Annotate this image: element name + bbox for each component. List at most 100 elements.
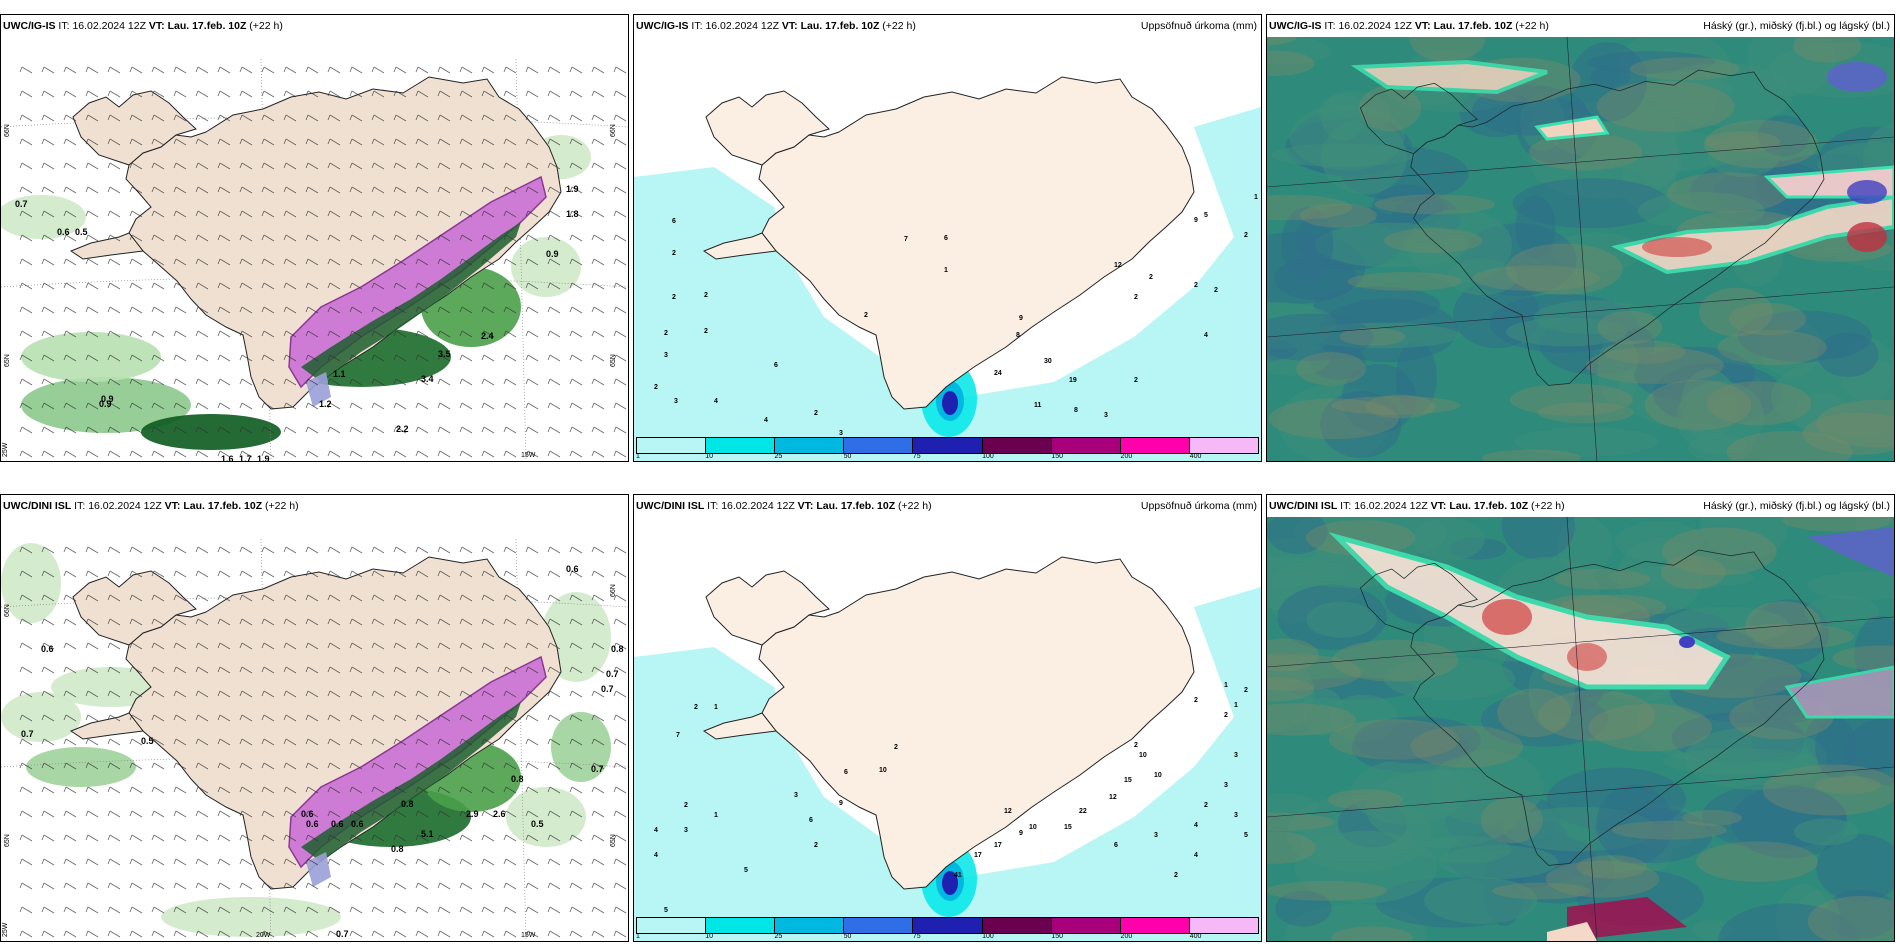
map-panel-wind: UWC/DINI ISL IT: 16.02.2024 12Z VT: Lau.… bbox=[0, 494, 629, 942]
wind-barbs bbox=[19, 66, 627, 458]
value-label: 0.8 bbox=[511, 774, 524, 784]
iceland-outline bbox=[702, 76, 1195, 410]
value-label: 2 bbox=[1134, 294, 1138, 301]
panel-title: UWC/IG-IS IT: 16.02.2024 12Z VT: Lau. 17… bbox=[3, 15, 283, 37]
variable-label: Uppsöfnuð úrkoma (mm) bbox=[1140, 20, 1257, 32]
value-label: 0.6 bbox=[57, 227, 70, 237]
model: UWC/IG-IS bbox=[3, 20, 56, 32]
value-label: 41 bbox=[954, 872, 962, 879]
axis-label: 20W bbox=[256, 932, 271, 939]
map-panel-cloud: UWC/DINI ISL IT: 16.02.2024 12Z VT: Lau.… bbox=[1266, 494, 1895, 942]
value-label: 4 bbox=[654, 827, 658, 834]
colorbar-tick: 75 bbox=[912, 933, 921, 940]
value-label: 1 bbox=[714, 812, 718, 819]
colorbar-swatch bbox=[844, 438, 914, 453]
value-label: 3 bbox=[684, 827, 688, 834]
value-label: 1.9 bbox=[566, 184, 579, 194]
iceland-outline bbox=[1359, 549, 1825, 866]
value-label: 5 bbox=[744, 867, 748, 874]
value-label: 3 bbox=[674, 398, 678, 405]
variable-label: Uppsöfnuð úrkoma (mm) bbox=[1140, 500, 1257, 512]
value-label: 2.9 bbox=[466, 809, 479, 819]
value-label: 0.7 bbox=[21, 729, 34, 739]
value-label: 7 bbox=[904, 236, 908, 243]
value-label: 1.8 bbox=[566, 209, 579, 219]
value-label: 0.7 bbox=[601, 684, 614, 694]
map-panel-precip: UWC/IG-IS IT: 16.02.2024 12Z VT: Lau. 17… bbox=[633, 14, 1262, 462]
lead: (+22 h) bbox=[882, 20, 916, 32]
iceland-outline bbox=[1359, 69, 1825, 386]
value-label: 6 bbox=[944, 235, 948, 242]
iceland-outline bbox=[69, 556, 562, 890]
value-label: 2 bbox=[1204, 802, 1208, 809]
value-label: 2.4 bbox=[481, 331, 494, 341]
map-area: 66N 66N 65N 65N 25W 15W 0.7 0.6 0.5 1.9 1.8 0.9 2.2 3… bbox=[1, 37, 628, 461]
value-label: 3 bbox=[1234, 752, 1238, 759]
value-label: 6 bbox=[672, 218, 676, 225]
axis-label: 25W bbox=[2, 442, 9, 457]
colorbar-swatch bbox=[775, 918, 845, 933]
axis-label: 65N bbox=[4, 834, 11, 847]
model: UWC/IG-IS bbox=[636, 20, 689, 32]
map-svg bbox=[1267, 517, 1894, 941]
value-label: 1.2 bbox=[319, 399, 332, 409]
value-label: 3.4 bbox=[421, 374, 434, 384]
lead: (+22 h) bbox=[1515, 20, 1549, 32]
colorbar-swatch bbox=[982, 438, 1052, 453]
value-label: 0.6 bbox=[301, 809, 314, 819]
colorbar-tick: 200 bbox=[1120, 453, 1133, 460]
value-label: 17 bbox=[994, 842, 1002, 849]
value-label: 2 bbox=[684, 802, 688, 809]
value-label: 6 bbox=[774, 362, 778, 369]
value-label: 0.6 bbox=[331, 819, 344, 829]
value-label: 0.7 bbox=[336, 929, 349, 939]
map-area: 6222223234642352761982430191181222952124… bbox=[634, 37, 1261, 461]
colorbar-tick: 200 bbox=[1120, 933, 1133, 940]
colorbar-swatch bbox=[844, 918, 914, 933]
value-label: 4 bbox=[1194, 822, 1198, 829]
value-label: 9 bbox=[1019, 830, 1023, 837]
value-label: 11 bbox=[1034, 402, 1042, 409]
colorbar-tick: 100 bbox=[982, 453, 994, 460]
valid-label: VT: bbox=[164, 500, 181, 512]
value-label: 0.8 bbox=[391, 844, 404, 854]
panel-header: UWC/IG-IS IT: 16.02.2024 12Z VT: Lau. 17… bbox=[634, 15, 1261, 37]
axis-label: 65N bbox=[610, 354, 617, 367]
value-label: 2 bbox=[1194, 697, 1198, 704]
axis-label: 65N bbox=[4, 354, 11, 367]
wind-barbs bbox=[19, 546, 627, 938]
value-label: 3.5 bbox=[438, 349, 451, 359]
value-label: 4 bbox=[714, 398, 718, 405]
colorbar-tick: 150 bbox=[1051, 933, 1064, 940]
value-label: 0.7 bbox=[15, 199, 28, 209]
colorbar-swatch bbox=[637, 918, 707, 933]
value-label: 2 bbox=[1194, 282, 1198, 289]
axis-label: 25W bbox=[2, 922, 9, 937]
value-label: 3 bbox=[1104, 412, 1108, 419]
value-label: 12 bbox=[1114, 262, 1122, 269]
value-label: 5 bbox=[1204, 212, 1208, 219]
valid-time: Lau. 17.feb. 10Z bbox=[800, 20, 880, 32]
snow-band bbox=[288, 175, 547, 407]
value-label: 0.9 bbox=[101, 394, 114, 404]
value-label: 2 bbox=[1134, 742, 1138, 749]
value-label: 15 bbox=[1124, 777, 1132, 784]
model: UWC/DINI ISL bbox=[3, 500, 72, 512]
colorbar-swatch bbox=[706, 438, 776, 453]
colorbar-tick: 25 bbox=[774, 933, 783, 940]
value-label: 0.7 bbox=[591, 764, 604, 774]
value-label: 10 bbox=[879, 767, 887, 774]
panel-title: UWC/DINI ISL IT: 16.02.2024 12Z VT: Lau.… bbox=[636, 495, 932, 517]
high-cloud-band bbox=[1350, 59, 1894, 275]
value-label: 30 bbox=[1044, 358, 1052, 365]
colorbar-tick: 10 bbox=[705, 453, 714, 460]
colorbar-swatch bbox=[1120, 438, 1190, 453]
precip-shading bbox=[1, 543, 611, 937]
model: UWC/IG-IS bbox=[1269, 20, 1322, 32]
valid-label: VT: bbox=[797, 500, 814, 512]
colorbar-swatch bbox=[637, 438, 707, 453]
valid-label: VT: bbox=[1430, 500, 1447, 512]
value-label: 1 bbox=[1234, 702, 1238, 709]
value-label: 8 bbox=[1016, 332, 1020, 339]
